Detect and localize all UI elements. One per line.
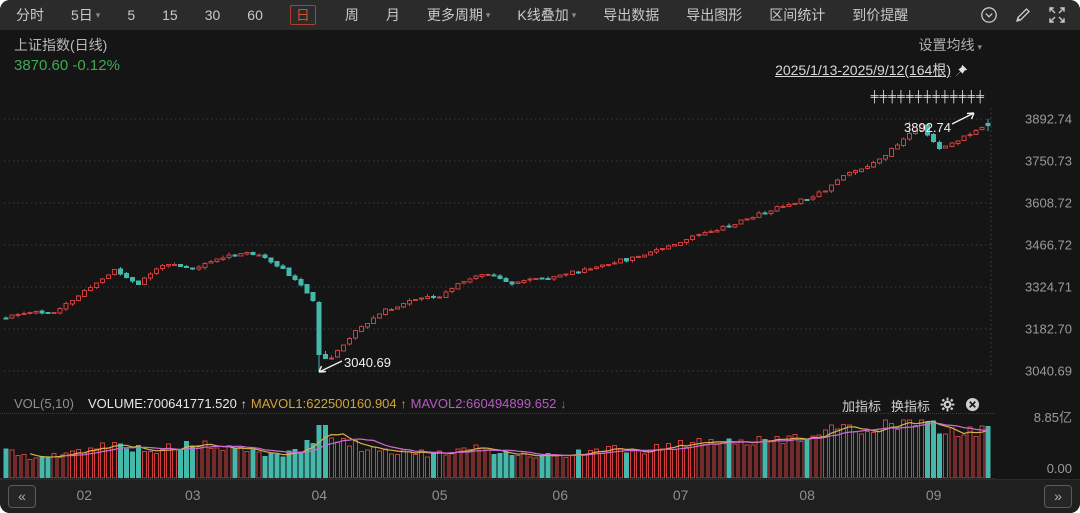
tab-60min-label: 60 xyxy=(247,7,263,23)
btn-export-data[interactable]: 导出数据 xyxy=(603,5,659,25)
menu-more-periods-label: 更多周期 xyxy=(426,7,483,23)
date-range-link[interactable]: 2025/1/13-2025/9/12(164根) xyxy=(775,60,968,80)
btn-price-alert-label: 到价提醒 xyxy=(852,7,909,23)
toolbar-icons xyxy=(980,0,1066,30)
tab-weekly[interactable]: 周 xyxy=(345,5,359,25)
month-label-08: 08 xyxy=(799,487,815,503)
ma-setting-label: 设置均线 xyxy=(918,37,975,53)
tab-30min[interactable]: 30 xyxy=(205,7,221,23)
chevron-down-icon: ▾ xyxy=(95,9,101,20)
period-toolbar: 分时 5日 ▾ 5 15 30 60 日周月更多周期 ▾ K线叠加 ▾ 导出数据 导出图形 区间统计 到价提… xyxy=(0,0,1080,30)
price-axis-label: 3892.74 xyxy=(1025,111,1072,127)
tab-fenshi[interactable]: 分时 xyxy=(16,5,44,25)
volume-direction-arrow: ↑ xyxy=(240,396,247,411)
btn-range-stats[interactable]: 区间统计 xyxy=(769,5,825,25)
volume-axis-max: 8.85亿 xyxy=(1033,410,1072,425)
switch-indicator-button[interactable]: 换指标 xyxy=(890,399,930,414)
price-axis: 3892.74 3750.73 3608.72 3466.72 3324.71 3182.… xyxy=(995,80,1080,390)
volume-tools: 加指标 换指标 xyxy=(842,396,980,415)
chevron-down-icon: ▾ xyxy=(571,9,577,20)
price-axis-label: 3466.72 xyxy=(1025,237,1072,253)
volume-value: VOLUME:700641771.520 xyxy=(87,396,237,411)
btn-export-chart[interactable]: 导出图形 xyxy=(686,5,742,25)
menu-more-periods[interactable]: 更多周期 ▾ xyxy=(427,5,491,25)
volume-chart-canvas[interactable] xyxy=(0,416,1000,478)
volume-indicator-header: VOL(5,10) VOLUME:700641771.520 ↑ MAVOL1:… xyxy=(14,396,570,411)
mavol1-value: MAVOL1:622500160.904 xyxy=(250,396,397,411)
menu-kline-overlay-label: K线叠加 xyxy=(517,7,569,23)
tab-daily[interactable]: 日 xyxy=(289,5,316,25)
tab-monthly[interactable]: 月 xyxy=(386,5,400,25)
volume-pane-bottom-line xyxy=(0,478,995,479)
date-range-text: 2025/1/13-2025/9/12(164根) xyxy=(775,62,951,78)
tab-5day-label: 5日 xyxy=(71,7,93,23)
close-indicator-icon[interactable] xyxy=(965,397,980,415)
kline-chart-canvas[interactable]: 3892.74 3040.69 xyxy=(0,80,1000,392)
month-label-04: 04 xyxy=(311,487,328,503)
last-price-change: 3870.60 -0.12% xyxy=(14,57,120,74)
tab-5min[interactable]: 5 xyxy=(127,7,135,23)
chevron-down-icon: ▾ xyxy=(485,9,491,20)
price-axis-label: 3608.72 xyxy=(1025,195,1072,211)
mavol2-direction-arrow: ↓ xyxy=(560,396,567,411)
tab-15min[interactable]: 15 xyxy=(162,7,178,23)
btn-export-data-label: 导出数据 xyxy=(603,7,660,23)
month-label-06: 06 xyxy=(552,487,568,503)
tab-15min-label: 15 xyxy=(162,7,178,23)
high-annotation: 3892.74 xyxy=(904,120,951,135)
chart-subheader: 上证指数(日线) 设置均线 ▾ xyxy=(0,32,1080,56)
mavol2-value: MAVOL2:660494899.652 xyxy=(410,396,557,411)
btn-range-stats-label: 区间统计 xyxy=(769,7,826,23)
volume-pane-divider xyxy=(0,413,995,414)
menu-kline-overlay[interactable]: K线叠加 ▾ xyxy=(517,5,576,25)
symbol-title: 上证指数(日线) xyxy=(14,37,108,53)
watermark-glyphs: ╪╪╪╪╪╪╪╪╪╪╪╪╪ xyxy=(870,91,985,103)
tab-60min[interactable]: 60 xyxy=(247,7,263,23)
add-indicator-button[interactable]: 加指标 xyxy=(841,399,881,414)
scroll-left-button[interactable]: « xyxy=(8,485,36,508)
month-label-05: 05 xyxy=(431,487,448,503)
volume-axis-min: 0.00 xyxy=(1046,461,1072,476)
price-axis-label: 3040.69 xyxy=(1025,363,1072,379)
mavol1-direction-arrow: ↑ xyxy=(400,396,407,411)
price-axis-label: 3750.73 xyxy=(1025,153,1072,169)
btn-export-chart-label: 导出图形 xyxy=(686,7,743,23)
brush-icon[interactable] xyxy=(1014,6,1032,24)
pin-icon xyxy=(956,64,968,76)
collapse-circle-icon[interactable] xyxy=(980,6,998,24)
gear-icon[interactable] xyxy=(940,396,955,415)
tab-monthly-label: 月 xyxy=(385,7,400,23)
tab-5day[interactable]: 5日 ▾ xyxy=(71,5,100,25)
month-label-09: 09 xyxy=(925,487,942,503)
btn-price-alert[interactable]: 到价提醒 xyxy=(852,5,908,25)
tab-30min-label: 30 xyxy=(204,7,221,23)
scroll-right-button[interactable]: » xyxy=(1044,485,1072,508)
time-axis-bar: « » 02 03 04 05 06 07 08 09 xyxy=(0,479,1080,513)
tab-fenshi-label: 分时 xyxy=(16,7,44,23)
fullscreen-icon[interactable] xyxy=(1048,6,1066,24)
month-label-02: 02 xyxy=(76,487,93,503)
tab-daily-label: 日 xyxy=(295,7,310,23)
chevron-down-icon: ▾ xyxy=(977,42,982,52)
tab-5min-label: 5 xyxy=(127,7,136,23)
price-axis-label: 3182.70 xyxy=(1025,321,1072,337)
vol-params-label: VOL(5,10) xyxy=(14,396,74,411)
month-label-03: 03 xyxy=(184,487,201,503)
month-label-07: 07 xyxy=(672,487,689,503)
ma-setting-menu[interactable]: 设置均线 ▾ xyxy=(918,35,982,55)
price-axis-label: 3324.71 xyxy=(1025,279,1072,295)
low-annotation: 3040.69 xyxy=(344,355,391,370)
tab-weekly-label: 周 xyxy=(344,7,359,23)
